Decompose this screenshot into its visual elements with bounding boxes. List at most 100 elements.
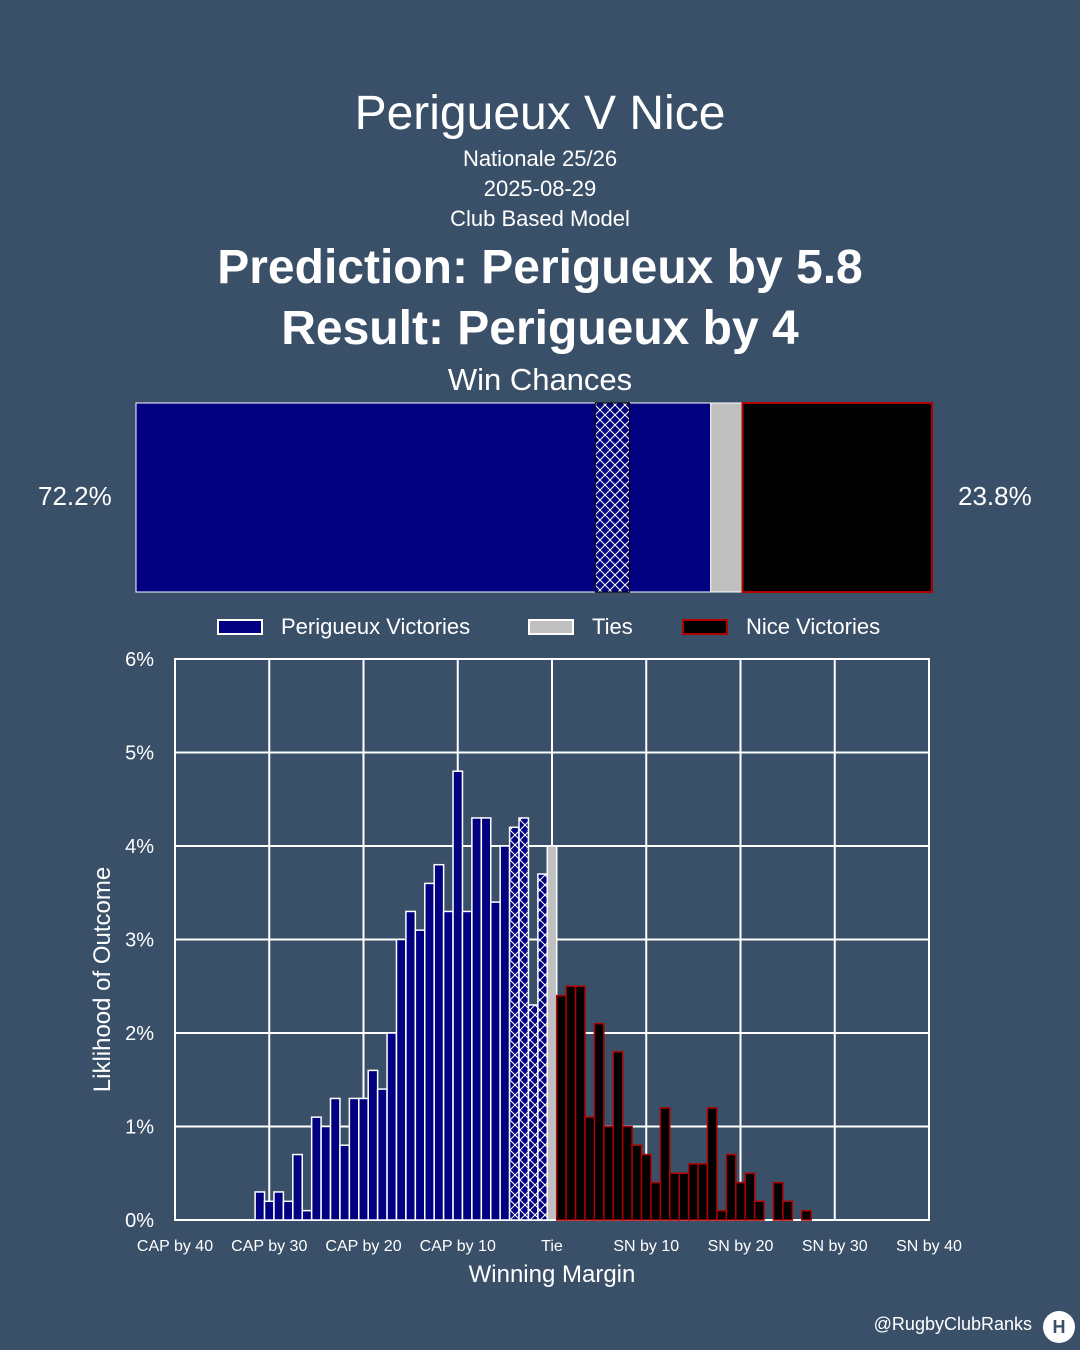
bar-home [452,770,464,1221]
x-axis-label: Winning Margin [469,1261,636,1288]
bar-home [263,1200,275,1221]
bar-home [367,1069,379,1221]
bar-away [706,1107,718,1221]
model-label: Club Based Model [450,206,630,231]
bar-away [555,994,567,1221]
bar-away [678,1172,690,1221]
bar-hatch [537,874,548,1220]
bar-home [273,1191,285,1221]
x-tick-label: SN by 20 [708,1238,774,1255]
bar-home [405,910,417,1221]
x-tick-label: CAP by 30 [231,1238,307,1255]
legend-item-tie: Ties [528,610,633,644]
bar-home [480,817,492,1221]
legend-label-home: Perigueux Victories [281,614,471,639]
bar-away [659,1107,671,1221]
legend-swatch-tie [528,619,574,635]
bar-home [471,817,483,1221]
y-tick-label: 5% [125,743,154,765]
bar-home [292,1153,303,1221]
bar-away [801,1209,812,1221]
prediction-text: Prediction: Perigueux by 5.8 [217,241,863,294]
bar-hatch [528,1004,538,1220]
x-tick-label: CAP by 40 [137,1238,213,1255]
bar-home [254,1191,266,1221]
bar-away [697,1163,709,1221]
bar-home [282,1200,294,1221]
bar-away [687,1163,699,1221]
bar-home [339,1144,351,1221]
x-tick-label: CAP by 10 [420,1238,496,1255]
bar-home [320,1125,332,1221]
x-tick-label: CAP by 20 [325,1238,401,1255]
bar-home [358,1097,369,1221]
bar-home [310,1116,322,1221]
bar-away [716,1209,728,1221]
logo-icon: H [1043,1311,1075,1343]
bar-away [574,985,586,1221]
bar-away [584,1116,596,1221]
bar-away [593,1022,605,1221]
bar-away [565,985,577,1221]
bar-home [442,910,454,1221]
bar-away [782,1200,794,1221]
legend: Perigueux Victories Ties Nice Victories [0,610,1080,644]
bar-away [744,1172,756,1221]
x-tick-label: SN by 10 [613,1238,679,1255]
legend-swatch-away [682,619,728,635]
bar-away [603,1125,615,1221]
bar-away [631,1144,643,1221]
legend-item-away: Nice Victories [682,610,880,644]
bar-tie [546,845,558,1221]
legend-label-away: Nice Victories [746,614,881,639]
x-tick-label: Tie [541,1238,563,1255]
bar-hatch [519,817,529,1220]
y-tick-label: 6% [125,649,154,671]
bar-away [753,1200,765,1221]
home-win-percentage: 72.2% [38,481,112,511]
bar-away [669,1172,680,1221]
bar-home [301,1209,313,1221]
away-win-percentage: 23.8% [958,481,1032,511]
y-tick-label: 3% [125,930,154,952]
bar-away [725,1153,737,1221]
win-chances-bar [135,402,933,593]
y-axis-label: Liklihood of Outcome [89,867,116,1092]
win-bar-tie [710,402,744,593]
chart-title: Perigueux V Nice [354,87,726,140]
bar-home [489,901,501,1221]
win-chances-title: Win Chances [447,362,633,397]
x-tick-label: SN by 30 [802,1238,868,1255]
y-tick-label: 4% [125,836,154,858]
bar-home [386,1032,398,1221]
legend-label-tie: Ties [592,614,633,639]
bar-home [433,863,445,1221]
bar-home [461,910,473,1221]
win-bar-away [741,402,933,593]
legend-swatch-home [217,619,263,635]
bar-away [640,1153,652,1221]
bar-home [376,1088,388,1221]
y-tick-label: 2% [125,1023,154,1045]
histogram: CAP by 40 CAP by 30 CAP by 20 CAP by 10 Tie S… [89,649,962,1288]
y-tick-label: 1% [125,1117,154,1139]
x-tick-label: SN by 40 [896,1238,962,1255]
bar-home [348,1097,360,1221]
bar-away [735,1181,746,1221]
bar-home [395,938,407,1221]
bar-home [499,845,511,1221]
bar-home [414,929,426,1221]
bar-away [650,1181,662,1221]
y-tick-label: 0% [125,1210,154,1232]
match-date: 2025-08-29 [483,176,597,201]
legend-item-home: Perigueux Victories [217,610,470,644]
win-bar-prediction-hatch [594,402,631,593]
bar-away [621,1125,633,1221]
credit-text: @RugbyClubRanks [873,1314,1032,1334]
bar-home [424,882,435,1221]
bar-home [329,1097,341,1221]
bar-away [612,1050,624,1221]
league-label: Nationale 25/26 [462,146,618,171]
result-text: Result: Perigueux by 4 [281,302,799,355]
